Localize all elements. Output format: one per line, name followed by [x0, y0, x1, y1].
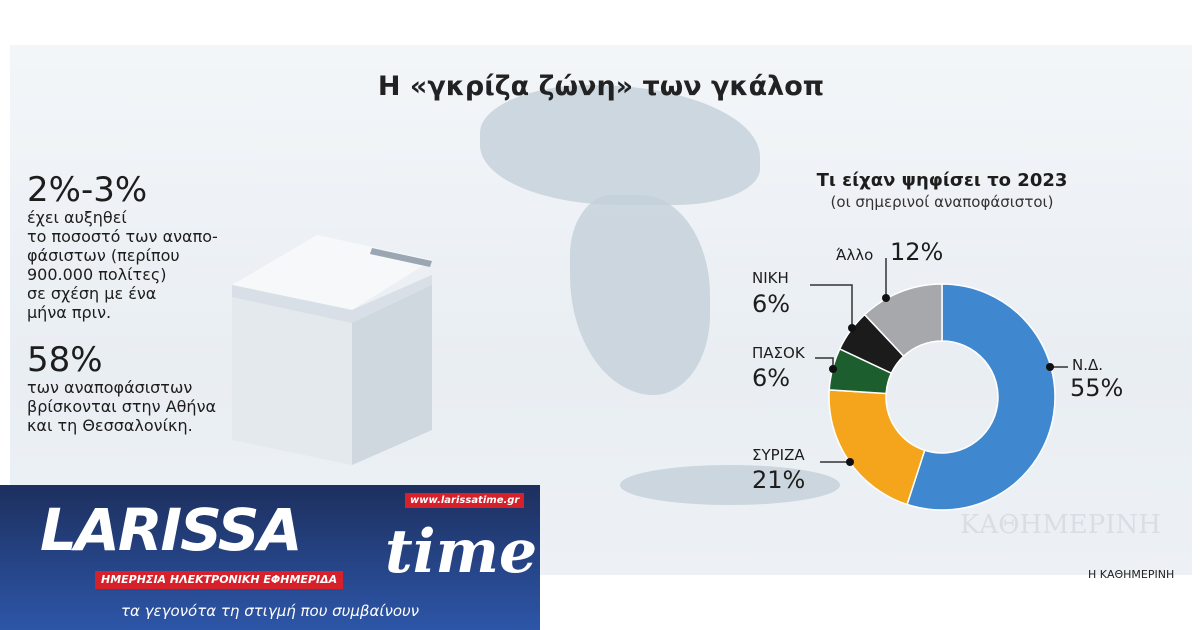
value-niki: 6%: [752, 290, 791, 318]
source-credit: Η ΚΑΘΗΜΕΡΙΝΗ: [1088, 568, 1175, 581]
donut-slice-2: [828, 389, 926, 506]
label-nd: Ν.Δ.: [1072, 356, 1104, 374]
stat-line: των αναποφάσιστων: [27, 378, 193, 397]
label-syriza: ΣΥΡΙΖΑ: [752, 446, 805, 464]
value-nd: 55%: [1070, 374, 1124, 402]
watermark: ΚΑΘΗΜΕΡΙΝΗ: [960, 510, 1161, 540]
larissatime-logo-banner[interactable]: LARISSA www.larissatime.gr time ΗΜΕΡΗΣΙΑ…: [0, 485, 540, 630]
infographic-title: Η «γκρίζα ζώνη» των γκάλοπ: [377, 71, 825, 102]
label-pasok: ΠΑΣΟΚ: [752, 344, 805, 362]
marker-pasok: [829, 365, 837, 373]
stat-undecided-increase: 2%-3% έχει αυξηθεί το ποσοστό των αναπο-…: [27, 172, 218, 322]
stat-line: έχει αυξηθεί: [27, 208, 127, 227]
ballot-box-image: [232, 235, 432, 465]
chart-title: Τι είχαν ψηφίσει το 2023: [816, 170, 1068, 191]
marker-allo: [882, 294, 890, 302]
stat-line: 900.000 πολίτες): [27, 265, 167, 284]
stat-value: 58%: [27, 340, 103, 380]
value-pasok: 6%: [752, 364, 791, 392]
logo-subtitle: ΗΜΕΡΗΣΙΑ ΗΛΕΚΤΡΟΝΙΚΗ ΕΦΗΜΕΡΙΔΑ: [95, 571, 344, 589]
stat-line: και τη Θεσσαλονίκη.: [27, 416, 193, 435]
stat-line: μήνα πριν.: [27, 303, 112, 322]
value-syriza: 21%: [752, 466, 806, 494]
marker-niki: [848, 324, 856, 332]
chart-subtitle: (οι σημερινοί αναποφάσιστοι): [830, 193, 1054, 211]
stat-line: φάσιστων (περίπου: [27, 246, 180, 265]
stat-value: 2%-3%: [27, 170, 148, 210]
leader-line-niki: [810, 284, 853, 328]
stat-line: το ποσοστό των αναπο-: [27, 227, 218, 246]
stat-undecided-cities: 58% των αναποφάσιστων βρίσκονται στην Αθ…: [27, 342, 216, 435]
donut-slice-1: [906, 283, 1056, 511]
stat-line: σε σχέση με ένα: [27, 284, 157, 303]
value-allo: 12%: [890, 238, 944, 266]
logo-text: LARISSA: [40, 496, 302, 564]
stat-line: βρίσκονται στην Αθήνα: [27, 397, 217, 416]
marker-syriza: [846, 458, 854, 466]
logo-tagline: τα γεγονότα τη στιγμή που συμβαίνουν: [120, 602, 420, 620]
marker-nd: [1046, 363, 1054, 371]
logo-text-time: time: [385, 517, 538, 587]
label-allo: Άλλο: [836, 246, 874, 264]
map-crete: [620, 465, 840, 505]
label-niki: ΝΙΚΗ: [752, 269, 789, 287]
logo-url: www.larissatime.gr: [405, 493, 525, 508]
